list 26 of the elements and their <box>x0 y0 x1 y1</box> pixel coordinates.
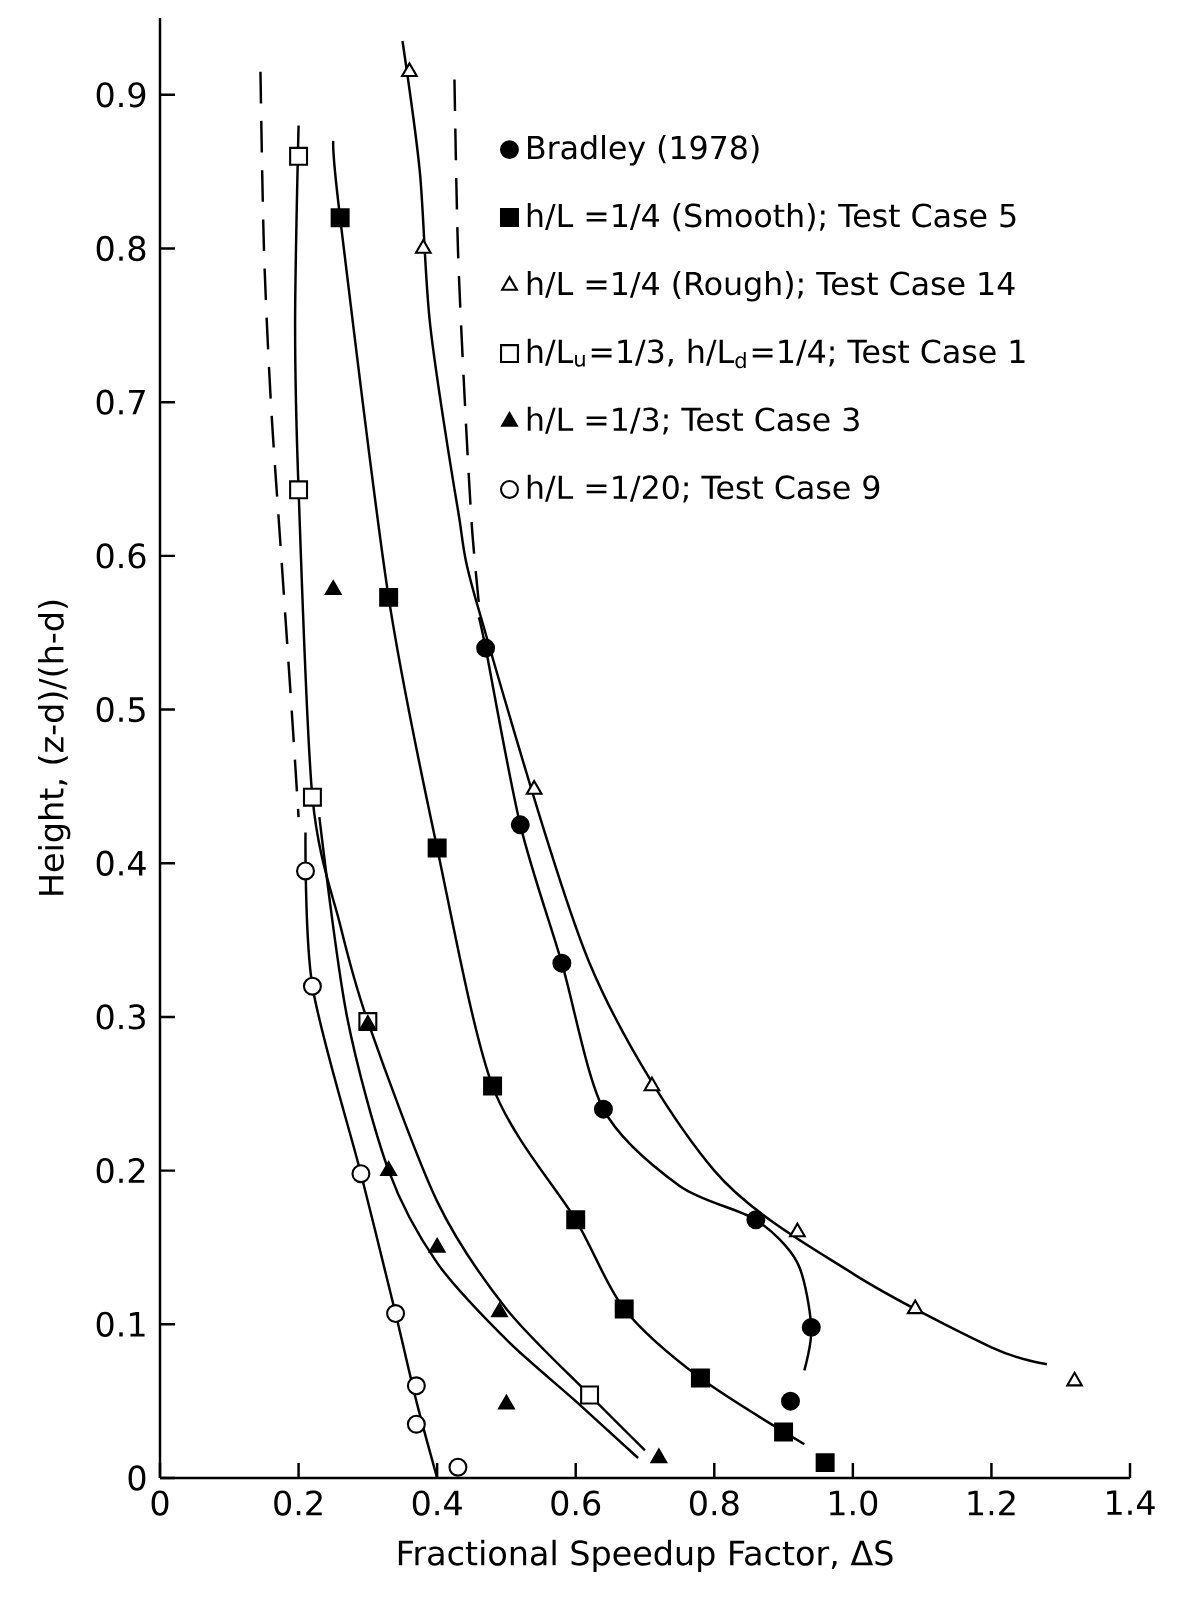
legend-label: h/L =1/3; Test Case 3 <box>527 406 859 435</box>
x-tick-label: 0.8 <box>689 1490 739 1516</box>
y-tick-label: 0.9 <box>96 82 146 108</box>
x-tick-label: 1.2 <box>968 1490 1015 1516</box>
y-tick-label: 0.6 <box>96 543 146 569</box>
legend-label: Bradley (1978) <box>528 134 759 166</box>
x-tick-label: 1.0 <box>830 1490 878 1516</box>
x-tick-label: 0.2 <box>274 1490 322 1516</box>
y-tick-label: 0.7 <box>96 389 145 415</box>
legend-label: h/L$_{u}$=1/3, h/L$_{d}$=1/4; Test Case 1 <box>527 338 1025 369</box>
y-tick-label: 0 <box>128 1465 146 1491</box>
y-tick-label: 0.3 <box>96 1004 145 1030</box>
x-tick-label: 1.4 <box>1107 1490 1155 1515</box>
y-tick-label: 0.1 <box>96 1311 145 1337</box>
x-tick-label: 0 <box>151 1490 169 1516</box>
y-tick-label: 0.5 <box>96 696 145 723</box>
legend-label: h/L =1/20; Test Case 9 <box>527 474 880 503</box>
x-axis-title: Fractional Speedup Factor, ΔS <box>398 1539 893 1573</box>
y-tick-label: 0.4 <box>96 850 146 876</box>
y-tick-label: 0.8 <box>96 235 146 262</box>
x-tick-label: 0.4 <box>412 1490 462 1516</box>
y-tick-label: 0.2 <box>96 1157 145 1184</box>
legend-label: h/L =1/4 (Rough); Test Case 14 <box>527 270 1015 302</box>
y-axis-title: Height, (z-d)/(h-d) <box>38 600 71 895</box>
x-tick-label: 0.6 <box>551 1490 601 1516</box>
legend-label: h/L =1/4 (Smooth); Test Case 5 <box>527 202 1016 232</box>
